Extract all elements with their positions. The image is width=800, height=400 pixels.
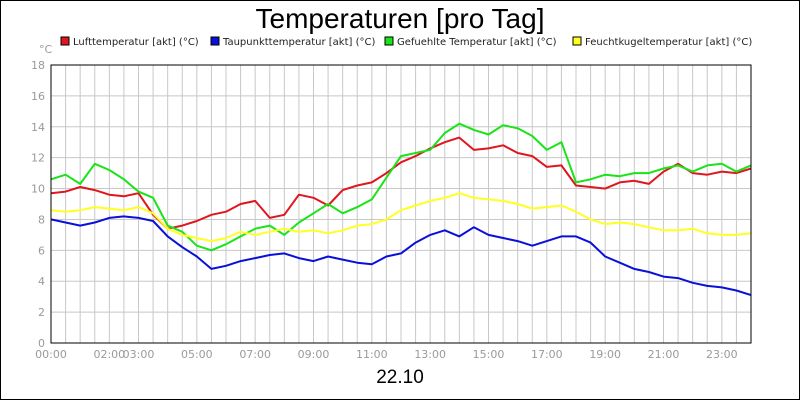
x-tick-label: 21:00 (648, 348, 680, 361)
series-line-3 (50, 122, 752, 252)
legend-swatch (384, 36, 394, 46)
x-tick-label: 13:00 (414, 348, 446, 361)
y-tick-label: 2 (38, 306, 45, 319)
plot-border (50, 64, 752, 344)
date-label: 22.10 (376, 367, 424, 388)
series-line-4 (50, 192, 752, 243)
series-group (50, 122, 752, 297)
y-tick-label: 18 (31, 59, 45, 72)
y-tick-label: 8 (38, 213, 45, 226)
x-tick-label: 07:00 (239, 348, 271, 361)
x-tick-label: 03:00 (123, 348, 155, 361)
legend-swatch (60, 36, 70, 46)
y-tick-label: 4 (38, 275, 45, 288)
y-tick-label: 16 (31, 90, 45, 103)
x-tick-label: 02:00 (93, 348, 125, 361)
chart-title: Temperaturen [pro Tag] (255, 3, 545, 34)
x-tick-label: 15:00 (473, 348, 505, 361)
x-tick-label: 00:00 (35, 348, 67, 361)
series-line-2 (50, 215, 752, 297)
y-tick-label: 14 (31, 121, 45, 134)
grid (50, 64, 752, 344)
legend-label: Lufttemperatur [akt] (°C) (73, 37, 199, 48)
y-tick-label: 12 (31, 152, 45, 165)
y-tick-label: 10 (31, 183, 45, 196)
legend-label: Gefuehlte Temperatur [akt] (°C) (397, 37, 557, 48)
x-tick-label: 11:00 (356, 348, 388, 361)
x-tick-label: 17:00 (531, 348, 563, 361)
legend-swatch (210, 36, 220, 46)
y-tick-label: 0 (38, 337, 45, 350)
x-tick-label: 19:00 (589, 348, 621, 361)
legend: Lufttemperatur [akt] (°C) Taupunkttempera… (60, 36, 752, 48)
x-tick-label: 05:00 (181, 348, 213, 361)
x-tick-label: 09:00 (298, 348, 330, 361)
legend-label: Taupunkttemperatur [akt] (°C) (222, 37, 375, 48)
x-tick-label: 23:00 (706, 348, 738, 361)
y-tick-label: 6 (38, 244, 45, 257)
legend-swatch (572, 36, 582, 46)
legend-label: Feuchtkugeltemperatur [akt] (°C) (585, 37, 752, 48)
y-unit-label: °C (39, 43, 53, 56)
